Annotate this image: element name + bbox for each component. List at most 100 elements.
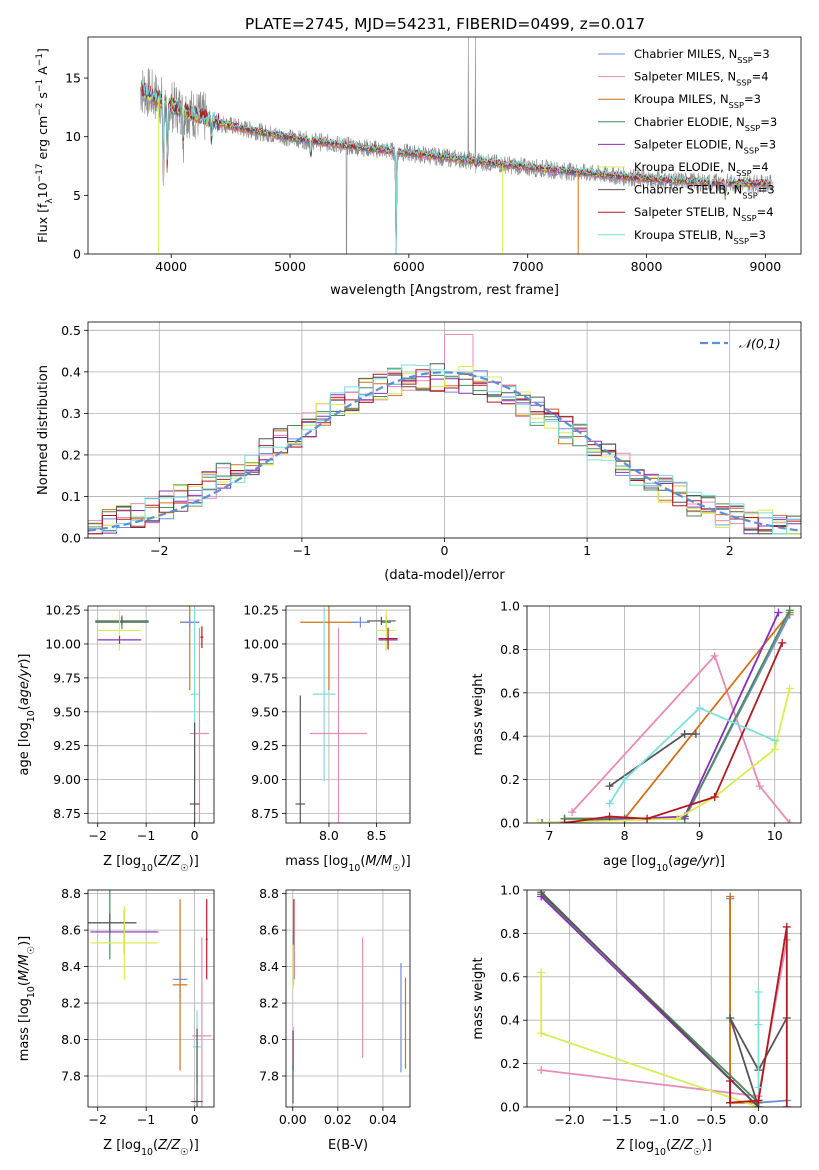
histogram-line [88, 366, 801, 535]
y-tick-label: 9.00 [251, 772, 279, 787]
legend-label: Salpeter ELODIE, NSSP=3 [634, 137, 776, 155]
spectrum-model-line [141, 79, 772, 249]
y-axis-label: mass weight [471, 673, 486, 755]
y-tick-label: 8.0 [61, 1032, 81, 1047]
weight-line [729, 896, 759, 1104]
x-tick-label: 0.04 [369, 1112, 397, 1127]
y-tick-label: 0.2 [500, 1056, 520, 1071]
weight-line [564, 609, 791, 820]
x-tick-label: −2 [88, 828, 106, 843]
spectrum-model-line [141, 80, 772, 250]
axes-frame [526, 605, 802, 824]
x-tick-label: 8000 [631, 259, 663, 274]
x-tick-label: −2 [150, 543, 168, 558]
panel-spectrum: 4000 5000 6000 7000 8000 9000 0 5 10 15 Chabrier M… [35, 36, 802, 298]
x-tick-label: −1 [137, 1112, 155, 1127]
weight-line [564, 611, 791, 820]
x-tick-label: 1 [583, 543, 591, 558]
y-tick-label: 0.3 [61, 406, 81, 421]
y-tick-label: 9.25 [251, 738, 279, 753]
y-axis-label: age [log10(age/yr)] [17, 653, 37, 775]
y-tick-label: 10.00 [243, 636, 279, 651]
x-axis-label: E(B-V) [328, 1138, 368, 1153]
y-tick-label: 8.4 [61, 959, 81, 974]
plot-area-mass-vs-EBV [286, 890, 410, 1107]
y-tick-label: 8.0 [259, 1032, 279, 1047]
y-tick-label: 0.1 [61, 489, 81, 504]
axes-frame [87, 889, 215, 1108]
plot-area-residuals [88, 322, 801, 538]
y-axis-label: mass [log10(M/M☉)] [17, 936, 37, 1062]
x-tick-label: −2.0 [554, 1112, 584, 1127]
histogram-line [88, 364, 801, 535]
y-tick-label: 9.25 [53, 738, 81, 753]
y-tick-label: 8.6 [259, 923, 279, 938]
y-tick-label: 9.75 [53, 670, 81, 685]
x-tick-label: 0 [191, 828, 199, 843]
x-tick-label: 8 [621, 828, 629, 843]
x-tick-label: −1.0 [649, 1112, 679, 1127]
y-axis-label: mass weight [471, 957, 486, 1039]
normal-curve [88, 371, 801, 532]
y-tick-label: 7.8 [259, 1069, 279, 1084]
x-tick-label: 0.02 [324, 1112, 352, 1127]
y-tick-label: 8.8 [61, 886, 81, 901]
axes-frame [285, 605, 411, 824]
weight-line [608, 706, 776, 804]
x-tick-label: 6000 [393, 259, 425, 274]
x-tick-label: −1 [137, 828, 155, 843]
x-axis-label: Z [log10(Z/Z☉)] [103, 854, 199, 874]
y-tick-label: 10.00 [45, 636, 81, 651]
y-tick-label: 10 [65, 129, 81, 144]
legend-label: Chabrier STELIB, NSSP=3 [634, 183, 775, 201]
y-axis-label: Normed distribution [36, 365, 51, 495]
x-tick-label: 9000 [749, 259, 781, 274]
y-tick-label: 0.4 [500, 729, 520, 744]
y-tick-label: 0.8 [500, 926, 520, 941]
y-tick-label: 8.4 [259, 959, 279, 974]
panel-mass-vs-EBV: 0.00 0.02 0.04 7.8 8.0 8.2 8.4 8.6 8.8 E(B-V) [259, 886, 411, 1153]
x-tick-label: 0 [191, 1112, 199, 1127]
y-tick-label: 0.5 [61, 323, 81, 338]
plot-area-age-vs-mass [286, 606, 410, 823]
y-tick-label: 0.2 [500, 772, 520, 787]
x-tick-label: −1.5 [602, 1112, 632, 1127]
panel-residuals: −2 −1 0 1 2 0.0 0.1 0.2 0.3 0.4 0.5 𝒩(0,1) (data-mod… [36, 321, 802, 583]
y-tick-label: 8.75 [53, 806, 81, 821]
histogram-line [88, 369, 801, 535]
panel-age-vs-mass: 8.0 8.5 8.75 9.00 9.25 9.50 9.75 10.00 10.25 mass… [243, 603, 411, 874]
y-tick-label: 0.2 [61, 447, 81, 462]
legend-label: Salpeter MILES, NSSP=4 [634, 70, 769, 88]
x-tick-label: 7 [546, 828, 554, 843]
y-tick-label: 0.4 [500, 1013, 520, 1028]
y-tick-label: 9.75 [251, 670, 279, 685]
x-tick-label: 2 [726, 543, 734, 558]
y-tick-label: 0.4 [61, 364, 81, 379]
weight-line [571, 654, 791, 823]
y-tick-label: 9.00 [53, 772, 81, 787]
y-tick-label: 10.25 [45, 603, 81, 618]
y-tick-label: 9.50 [53, 704, 81, 719]
x-axis-label: mass [log10(M/M☉)] [285, 854, 411, 874]
x-tick-label: −1 [293, 543, 311, 558]
y-tick-label: 0.0 [500, 1100, 520, 1115]
x-tick-label: 7000 [512, 259, 544, 274]
y-axis-label: Flux [fλ10−17 erg cm−2 s−1 A−1] [35, 48, 55, 243]
weight-line [540, 972, 759, 1107]
axes-frame [285, 889, 411, 1108]
legend-label: Salpeter STELIB, NSSP=4 [634, 205, 774, 223]
y-tick-label: 8.6 [61, 923, 81, 938]
x-tick-label: −0.5 [696, 1112, 726, 1127]
weight-line [541, 612, 780, 823]
plot-area-age-vs-Z [88, 606, 214, 823]
x-tick-label: 4000 [155, 259, 187, 274]
spectrum-model-line [141, 86, 772, 254]
y-tick-label: 0.6 [500, 685, 520, 700]
weight-line [538, 688, 791, 823]
y-tick-label: 0.0 [500, 816, 520, 831]
y-tick-label: 0 [73, 247, 81, 262]
x-axis-label: (data-model)/error [384, 568, 505, 583]
y-tick-label: 0.8 [500, 642, 520, 657]
x-tick-label: 0 [441, 543, 449, 558]
